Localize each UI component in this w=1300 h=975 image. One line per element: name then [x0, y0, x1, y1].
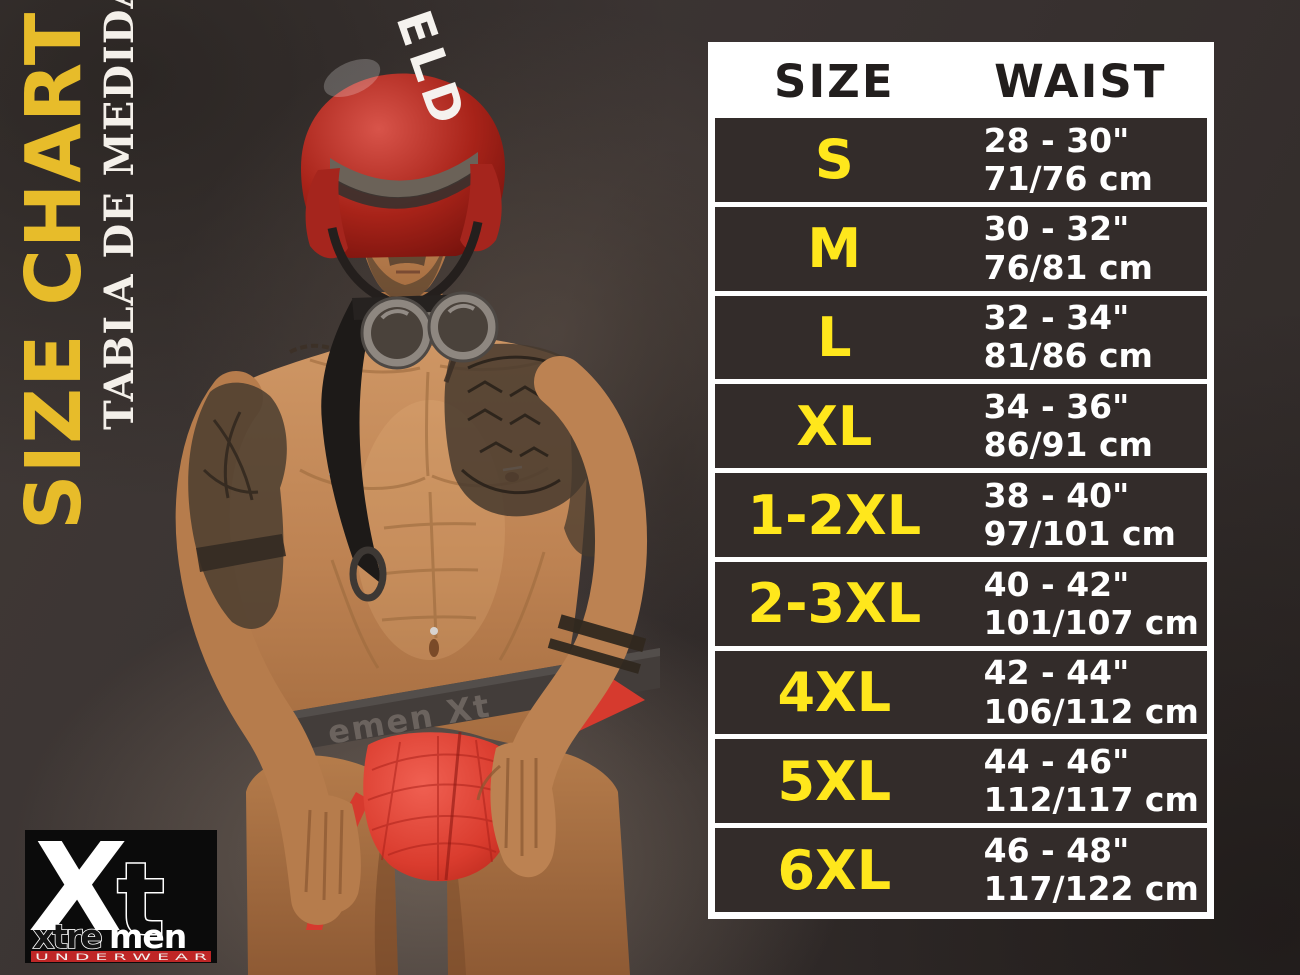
page-subtitle: TABLA DE MEDIDAS [96, 0, 143, 430]
head: ELD [301, 4, 505, 309]
table-row: 5XL 44 - 46" 112/117 cm [715, 739, 1207, 824]
waist-cm: 71/76 cm [983, 158, 1153, 198]
waist-cm: 86/91 cm [983, 425, 1153, 465]
waist-cell: 42 - 44" 106/112 cm [954, 654, 1207, 731]
waist-cell: 30 - 32" 76/81 cm [954, 210, 1207, 287]
col-header-waist: WAIST [994, 54, 1167, 108]
table-row: M 30 - 32" 76/81 cm [715, 206, 1207, 291]
waist-inches: 40 - 42" [983, 564, 1130, 604]
bicep-band-tattoo [196, 534, 286, 572]
waist-inches: 28 - 30" [983, 120, 1130, 160]
logo-x-letter: X [26, 830, 130, 959]
size-cell: S [814, 128, 854, 192]
waist-cell: 44 - 46" 112/117 cm [954, 742, 1207, 820]
waist-cell: 28 - 30" 71/76 cm [954, 120, 1207, 199]
waist-cm: 76/81 cm [983, 247, 1153, 287]
navel-piercing [430, 627, 438, 635]
waist-cm: 101/107 cm [983, 602, 1199, 642]
size-cell: 5XL [777, 749, 892, 813]
logo-tagline: U N D E R W E A R [35, 953, 207, 963]
helmet-brim-mesh [330, 152, 478, 199]
size-cell: 6XL [777, 838, 892, 902]
size-table: SIZE WAIST S 28 - 30" 71/76 cm M 30 - 32… [708, 42, 1214, 919]
table-row: S 28 - 30" 71/76 cm [715, 118, 1207, 202]
goggles-strap [321, 300, 384, 586]
waist-cell: 34 - 36" 86/91 cm [954, 386, 1207, 465]
logo-red-bar [31, 951, 211, 962]
helmet-ear-flap [460, 164, 502, 252]
waist-inches: 34 - 36" [983, 386, 1130, 426]
waist-inches: 38 - 40" [983, 475, 1130, 515]
table-row: 4XL 42 - 44" 106/112 cm [715, 650, 1207, 735]
waist-cell: 38 - 40" 97/101 cm [954, 475, 1207, 554]
table-header: SIZE WAIST [715, 49, 1207, 113]
size-cell: 2-3XL [747, 572, 922, 636]
forearm-band-tattoos [547, 614, 647, 674]
waist-cm: 106/112 cm [983, 691, 1199, 731]
xtremen-logo: X t xtre men U N D E R W E A R [25, 817, 217, 963]
waist-cell: 46 - 48" 117/122 cm [954, 830, 1207, 909]
model-photo: emen Xt [175, 4, 660, 975]
table-row: 6XL 46 - 48" 117/122 cm [715, 828, 1207, 913]
table-row: L 32 - 34" 81/86 cm [715, 295, 1207, 380]
navel [429, 639, 439, 657]
waist-inches: 32 - 34" [983, 298, 1130, 338]
waist-inches: 42 - 44" [983, 653, 1130, 693]
size-cell: XL [796, 394, 873, 458]
waist-cm: 117/122 cm [983, 869, 1199, 909]
beard [362, 232, 448, 302]
waist-cell: 32 - 34" 81/86 cm [954, 298, 1207, 376]
table-row: 1-2XL 38 - 40" 97/101 cm [715, 473, 1207, 557]
size-cell: M [807, 217, 862, 281]
arms [175, 356, 648, 925]
col-header-size: SIZE [774, 54, 895, 108]
waist-cell: 40 - 42" 101/107 cm [954, 564, 1207, 643]
size-cell: 1-2XL [747, 483, 922, 547]
size-cell: L [817, 305, 852, 369]
brand-logo: X t xtre men U N D E R W E A R [25, 817, 217, 963]
logo-brand-solid: men [109, 917, 186, 956]
waist-inches: 46 - 48" [983, 830, 1130, 870]
waist-cm: 81/86 cm [983, 336, 1153, 376]
waist-inches: 44 - 46" [983, 742, 1130, 782]
waist-cm: 97/101 cm [983, 514, 1176, 554]
logo-t-letter: t [117, 841, 165, 958]
table-row: 2-3XL 40 - 42" 101/107 cm [715, 561, 1207, 646]
logo-brand-outline: xtre [33, 917, 101, 956]
waist-cm: 112/117 cm [983, 780, 1199, 820]
waist-inches: 30 - 32" [983, 209, 1130, 249]
goggles [321, 291, 499, 602]
size-cell: 4XL [777, 661, 892, 725]
page-title: SIZE CHART [10, 11, 99, 530]
table-row: XL 34 - 36" 86/91 cm [715, 384, 1207, 469]
